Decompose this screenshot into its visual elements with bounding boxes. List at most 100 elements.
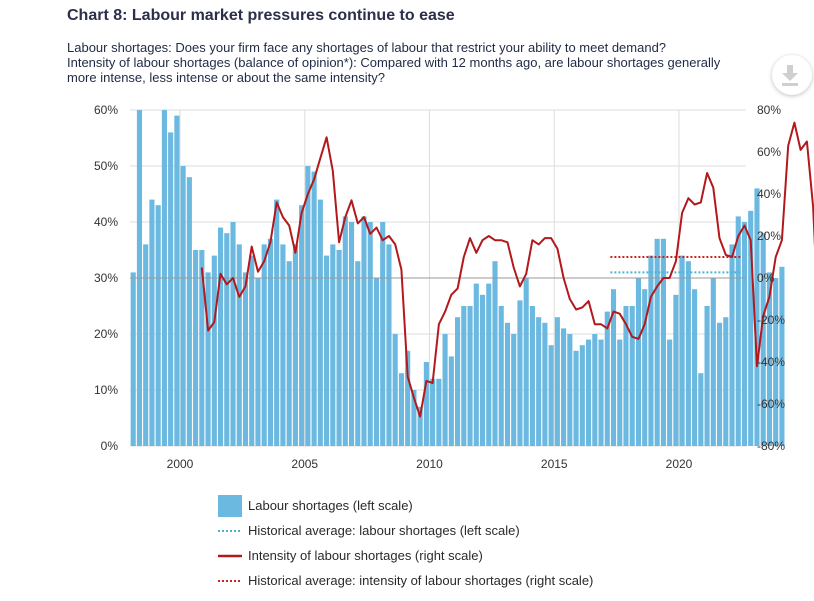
right-axis-tick-label: 40% — [757, 187, 781, 201]
bar — [461, 306, 467, 446]
bar — [723, 317, 729, 446]
bar — [317, 199, 323, 446]
bar — [692, 289, 698, 446]
legend-item-bar-average[interactable]: Historical average: labour shortages (le… — [218, 518, 593, 543]
legend-swatch-bars — [218, 494, 242, 517]
bar — [211, 255, 217, 446]
bar — [517, 300, 523, 446]
bar — [617, 339, 623, 446]
bar — [292, 244, 298, 446]
bar — [280, 244, 286, 446]
bar — [741, 222, 748, 446]
bar — [448, 356, 454, 446]
bar — [654, 238, 660, 446]
left-axis-tick-label: 20% — [94, 327, 118, 341]
bar — [660, 238, 666, 446]
bar — [230, 222, 236, 446]
bar — [217, 227, 224, 446]
bar — [573, 350, 579, 446]
bar — [199, 250, 205, 446]
bar — [236, 244, 242, 446]
bar — [430, 378, 436, 446]
bar — [143, 244, 149, 446]
right-axis-tick-label: 0% — [757, 271, 775, 285]
right-axis-tick-label: -40% — [757, 355, 785, 369]
bar — [735, 216, 741, 446]
bar — [436, 378, 442, 446]
bar — [486, 283, 492, 446]
bar — [492, 261, 498, 446]
bar — [186, 177, 192, 446]
legend-label: Historical average: labour shortages (le… — [248, 523, 520, 538]
bar — [411, 390, 417, 446]
legend-label: Labour shortages (left scale) — [248, 498, 413, 513]
right-axis-tick-label: -20% — [757, 313, 785, 327]
bar — [180, 166, 186, 446]
download-icon — [782, 65, 798, 86]
bar — [330, 244, 336, 446]
bar — [267, 238, 274, 446]
chart-title: Chart 8: Labour market pressures continu… — [67, 7, 455, 24]
intensity-line — [200, 121, 814, 418]
bar — [511, 334, 517, 446]
bar — [149, 199, 155, 446]
bar — [255, 278, 261, 446]
bar — [473, 283, 479, 446]
bar — [679, 255, 685, 446]
bar — [324, 255, 330, 446]
bar — [548, 345, 554, 446]
left-axis-tick-label: 30% — [94, 271, 118, 285]
left-axis-tick-label: 10% — [94, 383, 118, 397]
bar — [567, 334, 573, 446]
bar — [348, 222, 355, 446]
left-axis-tick-label: 60% — [94, 103, 118, 117]
chart-plot: 0% 10% 20% 30% 40% 50% 60% -80% -60% -40% -20% 0% 20… — [94, 103, 814, 471]
subtitle-line: Labour shortages: Does your firm face an… — [67, 40, 667, 55]
left-axis-tick-label: 0% — [101, 439, 119, 453]
right-axis-tick-label: 20% — [757, 229, 781, 243]
bar — [710, 278, 716, 446]
bar — [205, 272, 211, 446]
bar — [380, 222, 386, 446]
bar — [498, 306, 504, 446]
right-axis-tick-label: 80% — [757, 103, 781, 117]
bar — [598, 339, 604, 446]
bar — [536, 317, 542, 446]
bar — [754, 188, 760, 446]
bar-series — [130, 110, 785, 446]
bar — [398, 373, 404, 446]
legend-label: Intensity of labour shortages (right sca… — [248, 548, 483, 563]
x-axis-tick-label: 2000 — [167, 457, 194, 471]
download-button[interactable] — [772, 55, 812, 95]
right-axis-tick-label: -60% — [757, 397, 785, 411]
bar — [729, 244, 735, 446]
bar — [336, 250, 342, 446]
bar — [579, 345, 585, 446]
bar — [648, 255, 654, 446]
legend-item-bars[interactable]: Labour shortages (left scale) — [218, 493, 593, 518]
bar — [355, 261, 361, 446]
bar — [467, 306, 473, 446]
axis-tick-labels: 0% 10% 20% 30% 40% 50% 60% -80% -60% -40% -20% 0% 20… — [94, 103, 785, 471]
bar — [242, 272, 249, 446]
left-axis-tick-label: 50% — [94, 159, 118, 173]
x-axis-tick-label: 2005 — [291, 457, 318, 471]
bar — [748, 210, 754, 446]
bar — [604, 311, 610, 446]
bar — [504, 322, 511, 446]
bar — [417, 406, 423, 446]
bar — [529, 306, 535, 446]
left-axis-tick-label: 40% — [94, 215, 118, 229]
bar — [716, 322, 723, 446]
legend-item-line[interactable]: Intensity of labour shortages (right sca… — [218, 543, 593, 568]
bar — [361, 216, 367, 446]
legend-item-line-average[interactable]: Historical average: intensity of labour … — [218, 568, 593, 593]
bar — [174, 115, 180, 446]
bar — [224, 233, 230, 446]
bar — [673, 294, 679, 446]
bar — [667, 339, 673, 446]
bar — [523, 278, 529, 446]
line-series — [200, 121, 814, 418]
x-axis-tick-label: 2015 — [541, 457, 568, 471]
bar — [554, 317, 560, 446]
